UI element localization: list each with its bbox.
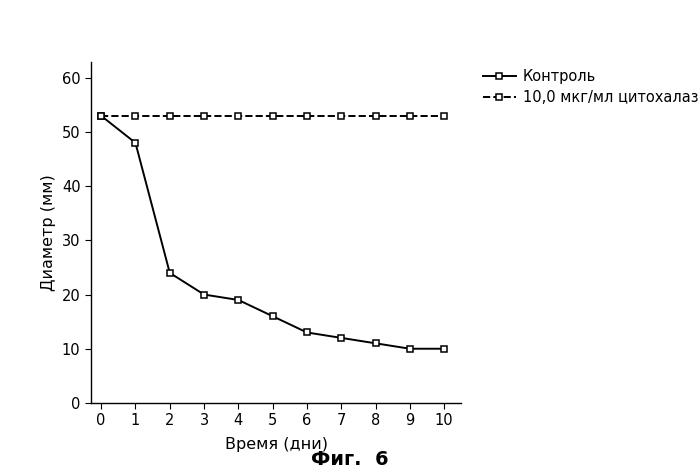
X-axis label: Время (дни): Время (дни) xyxy=(224,437,328,452)
Text: Фиг.  6: Фиг. 6 xyxy=(310,450,389,469)
Legend: Контроль, 10,0 мкг/мл цитохалазин: Контроль, 10,0 мкг/мл цитохалазин xyxy=(484,69,699,105)
Y-axis label: Диаметр (мм): Диаметр (мм) xyxy=(41,174,56,291)
